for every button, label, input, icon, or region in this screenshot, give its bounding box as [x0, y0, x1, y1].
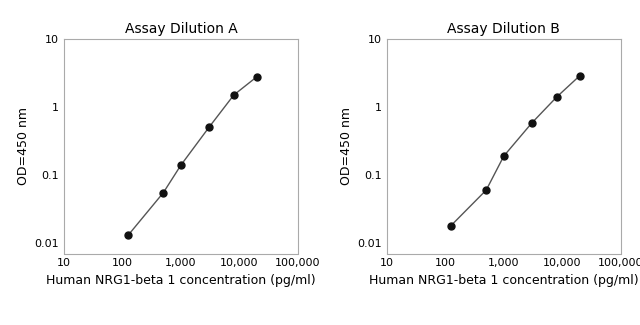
Y-axis label: OD=450 nm: OD=450 nm: [17, 107, 30, 185]
Title: Assay Dilution B: Assay Dilution B: [447, 22, 560, 36]
X-axis label: Human NRG1-beta 1 concentration (pg/ml): Human NRG1-beta 1 concentration (pg/ml): [46, 274, 316, 287]
X-axis label: Human NRG1-beta 1 concentration (pg/ml): Human NRG1-beta 1 concentration (pg/ml): [369, 274, 639, 287]
Title: Assay Dilution A: Assay Dilution A: [125, 22, 237, 36]
Y-axis label: OD=450 nm: OD=450 nm: [340, 107, 353, 185]
